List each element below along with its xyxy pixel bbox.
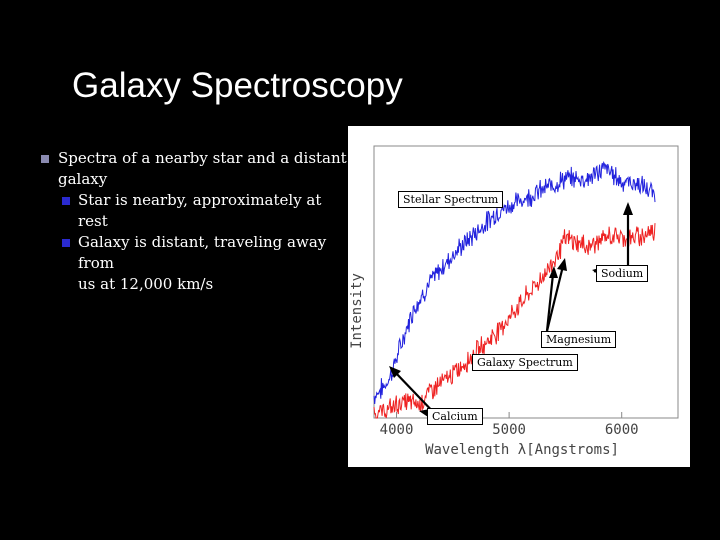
x-tick-label: 6000 [605,422,639,438]
tick-layer: 4000 5000 6000 [380,412,639,438]
sub-bullet-item: Galaxy is distant, traveling away from [40,232,350,274]
calcium-arrowhead-1 [389,366,401,378]
spectrum-chart: 4000 5000 6000 Intensity Wavelength λ[Angs… [348,126,690,467]
y-axis-label: Intensity [349,273,365,349]
slide-title: Galaxy Spectroscopy [72,66,403,105]
sodium-label: Sodium [596,265,649,282]
x-tick-label: 4000 [380,422,414,438]
magnesium-arrow-2 [545,273,555,332]
x-tick-label: 5000 [492,422,526,438]
magnesium-label: Magnesium [541,331,617,348]
galaxy-spectrum-label: Galaxy Spectrum [472,354,578,371]
bullet-text-continued: galaxy [58,170,108,188]
spectrum-chart-svg: 4000 5000 6000 Intensity Wavelength λ[Angs… [349,145,679,458]
x-axis-label: Wavelength λ[Angstroms] [425,442,619,458]
sub-bullet-text: Galaxy is distant, traveling away from [78,233,327,272]
bullet-list: Spectra of a nearby star and a distant g… [40,148,350,295]
bullet-square-icon [41,155,49,163]
galaxy-spectrum-line [373,223,656,419]
magnesium-arrow-1 [545,265,565,332]
sub-bullet-text: Star is nearby, approximately at rest [78,191,322,230]
bullet-item: Spectra of a nearby star and a distant [40,148,350,169]
stellar-spectrum-line [373,161,656,405]
sub-bullet-item: Star is nearby, approximately at rest [40,190,350,232]
magnesium-arrowhead-1 [557,258,567,271]
sodium-arrowhead-1 [623,202,633,215]
sub-bullet-square-icon [62,197,70,205]
calcium-label: Calcium [427,408,483,425]
plot-frame [373,145,679,419]
magnesium-arrowhead-2 [549,266,558,278]
bullet-text: Spectra of a nearby star and a distant [58,149,347,167]
sub-bullet-text-continued: us at 12,000 km/s [78,275,214,293]
series-layer [373,161,656,419]
sub-bullet-square-icon [62,239,70,247]
stellar-spectrum-label: Stellar Spectrum [398,191,504,208]
